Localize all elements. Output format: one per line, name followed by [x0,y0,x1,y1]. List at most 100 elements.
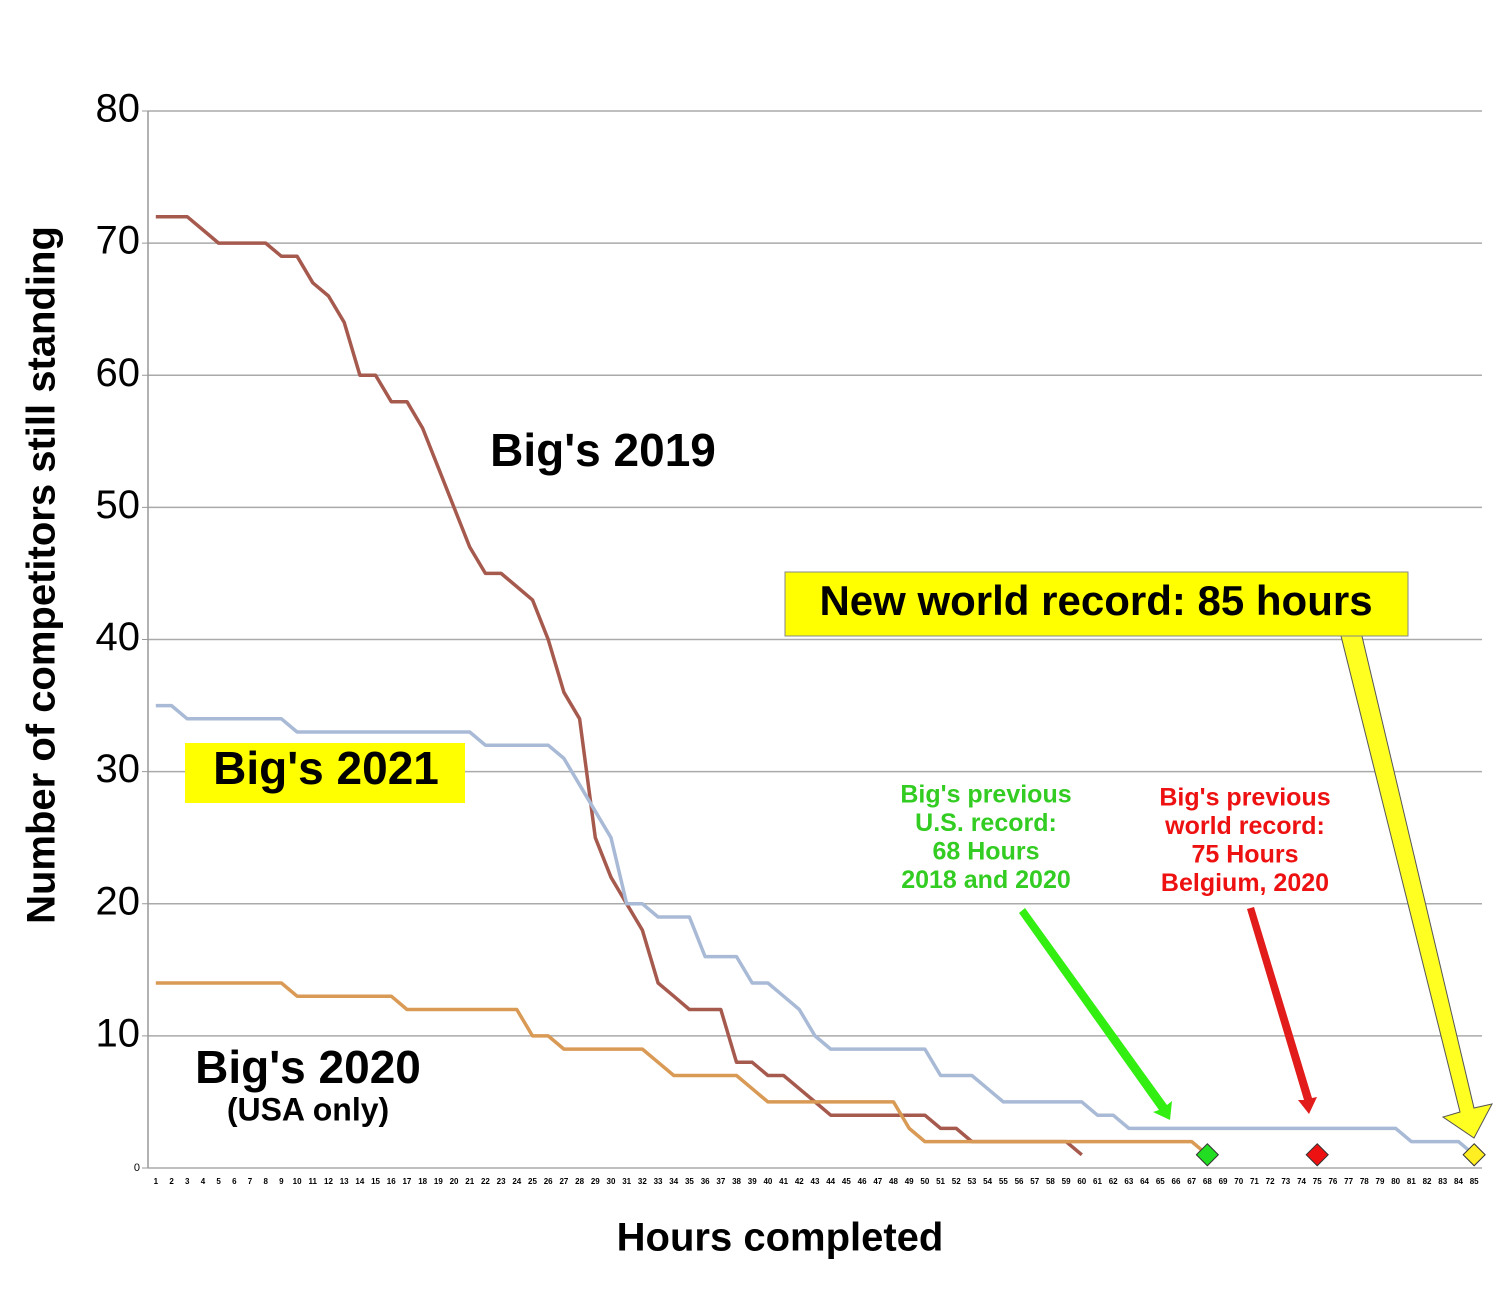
y-tick-label: 60 [96,351,141,395]
x-tick-label: 46 [858,1177,867,1186]
x-tick-label: 50 [920,1177,929,1186]
us-record-text: 68 Hours [933,838,1040,866]
x-tick-label: 57 [1030,1177,1039,1186]
x-tick-label: 37 [716,1177,725,1186]
x-tick-label: 15 [371,1177,380,1186]
yellow-arrow [1340,631,1493,1139]
x-tick-label: 4 [201,1177,206,1186]
y-axis-title: Number of competitors still standing [20,226,64,924]
x-tick-label: 44 [826,1177,835,1186]
x-tick-label: 73 [1281,1177,1290,1186]
world-record-text: Belgium, 2020 [1161,869,1329,897]
x-tick-label: 16 [387,1177,396,1186]
x-tick-label: 60 [1077,1177,1086,1186]
world-record-text: 75 Hours [1192,841,1299,869]
x-tick-label: 34 [669,1177,678,1186]
x-tick-label: 18 [418,1177,427,1186]
x-tick-label: 39 [748,1177,757,1186]
x-tick-label: 43 [811,1177,820,1186]
x-tick-label: 41 [779,1177,788,1186]
x-tick-label: 2 [169,1177,174,1186]
x-tick-label: 64 [1140,1177,1149,1186]
x-tick-label: 5 [216,1177,221,1186]
x-tick-label: 1 [154,1177,159,1186]
us-record-text: Big's previous [900,781,1071,809]
x-tick-label: 33 [654,1177,663,1186]
x-tick-label: 74 [1297,1177,1306,1186]
x-tick-label: 28 [575,1177,584,1186]
x-tick-label: 56 [1015,1177,1024,1186]
x-tick-label: 27 [559,1177,568,1186]
x-tick-label: 22 [481,1177,490,1186]
x-tick-label: 52 [952,1177,961,1186]
x-tick-label: 72 [1266,1177,1275,1186]
record-box [784,571,1409,637]
x-tick-label: 29 [591,1177,600,1186]
us-record-text: 2018 and 2020 [901,866,1071,894]
x-tick-label: 36 [701,1177,710,1186]
x-tick-label: 84 [1454,1177,1463,1186]
x-tick-label: 20 [450,1177,459,1186]
series-line [155,214,1083,1157]
y-tick-label: 10 [96,1011,141,1055]
x-tick-label: 58 [1046,1177,1055,1186]
x-axis-title: Hours completed [617,1216,944,1260]
x-tick-label: 19 [434,1177,443,1186]
x-tick-label: 35 [685,1177,694,1186]
x-tick-label: 51 [936,1177,945,1186]
x-tick-label: 82 [1423,1177,1432,1186]
label-2021-bg [185,743,465,803]
x-tick-label: 17 [402,1177,411,1186]
record-label: New world record: 85 hours [819,577,1372,624]
x-tick-label: 83 [1438,1177,1447,1186]
x-tick-label: 23 [497,1177,506,1186]
x-tick-label: 21 [465,1177,474,1186]
x-tick-label: 70 [1234,1177,1243,1186]
x-tick-label: 61 [1093,1177,1102,1186]
us-record-text: U.S. record: [915,809,1057,837]
x-tick-label: 6 [232,1177,237,1186]
x-tick-label: 68 [1203,1177,1212,1186]
y-tick-label: 40 [96,615,141,659]
x-tick-label: 3 [185,1177,190,1186]
x-tick-label: 42 [795,1177,804,1186]
x-tick-label: 48 [889,1177,898,1186]
x-tick-label: 49 [905,1177,914,1186]
x-tick-label: 9 [279,1177,284,1186]
x-tick-label: 75 [1313,1177,1322,1186]
x-tick-label: 79 [1376,1177,1385,1186]
x-tick-label: 13 [340,1177,349,1186]
record-marker [1462,1143,1486,1167]
x-tick-label: 54 [983,1177,992,1186]
x-tick-label: 78 [1360,1177,1369,1186]
world-record-text: Big's previous [1159,784,1330,812]
y-tick-label: 80 [96,87,141,131]
x-tick-label: 7 [248,1177,253,1186]
x-tick-label: 66 [1172,1177,1181,1186]
label-usa-only: (USA only) [227,1091,389,1127]
x-tick-label: 85 [1470,1177,1479,1186]
y-tick-label: 70 [96,219,141,263]
plot [155,214,1486,1167]
y-tick-label: 0 [134,1162,140,1174]
x-tick-label: 55 [999,1177,1008,1186]
x-tick-label: 81 [1407,1177,1416,1186]
x-tick-label: 71 [1250,1177,1259,1186]
x-tick-label: 47 [873,1177,882,1186]
label-2019: Big's 2019 [490,424,716,476]
world-record-text: world record: [1164,812,1325,840]
x-tick-label: 53 [967,1177,976,1186]
x-tick-label: 67 [1187,1177,1196,1186]
series-line [155,703,1476,1157]
x-tick-label: 30 [607,1177,616,1186]
record-marker [1305,1143,1329,1167]
x-tick-label: 12 [324,1177,333,1186]
x-tick-label: 40 [763,1177,772,1186]
x-tick-label: 69 [1219,1177,1228,1186]
x-tick-label: 77 [1344,1177,1353,1186]
x-tick-label: 80 [1391,1177,1400,1186]
x-tick-label: 24 [512,1177,521,1186]
